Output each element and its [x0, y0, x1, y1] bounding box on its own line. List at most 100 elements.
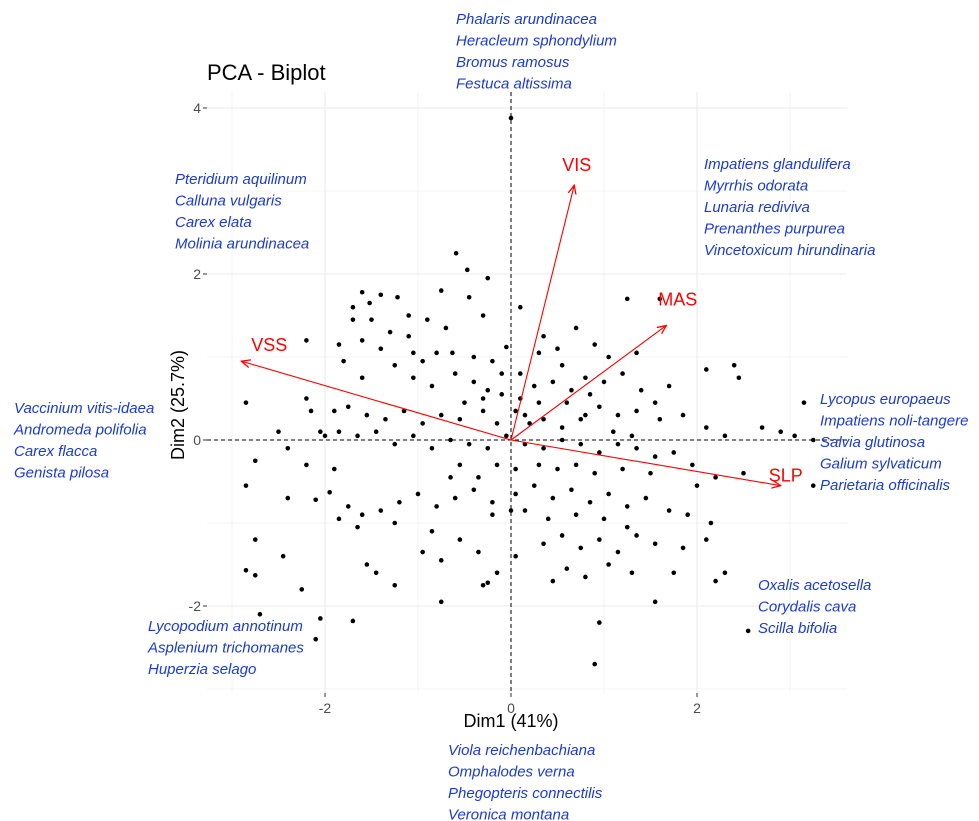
data-point: [634, 408, 639, 414]
species-group-upper-right: Impatiens glandulifera Myrrhis odorata Lun…: [704, 156, 875, 259]
data-point: [522, 412, 528, 418]
data-point: [652, 599, 658, 605]
data-point: [411, 350, 416, 356]
data-point: [299, 587, 305, 592]
data-point: [411, 433, 416, 439]
data-point: [508, 508, 514, 513]
data-point: [448, 437, 453, 443]
data-point: [657, 416, 663, 422]
variable-label-mas: MAS: [658, 289, 697, 309]
data-point: [536, 400, 542, 405]
data-point: [420, 358, 425, 364]
y-axis-label: Dim2 (25.7%): [168, 350, 188, 460]
data-point: [559, 363, 565, 368]
data-point: [652, 541, 658, 547]
data-point: [573, 325, 579, 331]
data-point: [443, 325, 449, 331]
species-label: Andromeda polifolia: [13, 422, 147, 439]
data-point: [476, 475, 481, 480]
data-point: [541, 416, 546, 422]
data-point: [252, 572, 258, 578]
species-label: Huperzia selago: [148, 661, 256, 678]
data-point: [536, 462, 542, 468]
data-point: [378, 346, 384, 352]
data-point: [578, 441, 584, 447]
species-group-lower-left: Lycopodium annotinum Asplenium trichomane…: [147, 618, 304, 678]
data-point: [624, 524, 630, 530]
data-point: [666, 383, 672, 389]
species-label: Corydalis cava: [758, 599, 856, 616]
species-label: Heracleum sphondylium: [456, 33, 617, 50]
species-label: Molinia arundinacea: [175, 236, 309, 253]
data-point: [648, 470, 653, 476]
data-point: [545, 516, 551, 522]
data-point: [513, 491, 518, 497]
data-point: [550, 578, 556, 584]
data-point: [578, 545, 584, 551]
x-tick-label: 0: [507, 700, 515, 716]
species-label: Vaccinium vitis-idaea: [14, 400, 154, 417]
data-point: [243, 400, 249, 405]
data-point: [322, 433, 328, 439]
variable-arrows: VSS VIS MAS SLP: [241, 155, 803, 485]
data-point: [541, 333, 546, 339]
data-point: [369, 317, 374, 322]
data-point: [332, 408, 337, 414]
data-point: [373, 570, 379, 576]
data-point: [480, 582, 486, 588]
data-point: [429, 529, 435, 534]
data-point: [345, 404, 351, 410]
data-point: [276, 429, 281, 435]
data-point: [336, 516, 342, 522]
data-point: [304, 462, 309, 468]
data-point: [671, 450, 677, 455]
data-point: [504, 433, 509, 439]
data-point: [620, 371, 625, 376]
species-group-right: Lycopus europaeus Impatiens noli-tangere S…: [820, 391, 968, 494]
data-point: [378, 292, 384, 298]
data-point: [615, 412, 621, 418]
data-point: [466, 294, 472, 300]
data-point: [471, 379, 477, 385]
arrow-vis: [510, 185, 574, 441]
data-point: [508, 115, 514, 121]
data-point: [350, 304, 356, 310]
data-point: [438, 288, 444, 293]
data-point: [680, 412, 686, 418]
data-point: [513, 408, 518, 414]
species-annotations: Phalaris arundinacea Heracleum sphondyliu…: [13, 11, 968, 821]
arrow-mas: [510, 325, 666, 441]
data-point: [597, 404, 602, 410]
data-point: [355, 433, 360, 439]
species-label: Parietaria officinalis: [820, 477, 951, 494]
data-point: [392, 441, 398, 447]
data-point: [397, 499, 402, 505]
data-point: [522, 508, 528, 513]
data-point: [592, 661, 597, 667]
data-point: [573, 462, 579, 468]
data-point: [485, 387, 491, 393]
data-point: [411, 375, 416, 381]
data-point: [578, 416, 584, 422]
data-point: [308, 408, 314, 414]
data-point: [359, 375, 365, 381]
data-point: [583, 412, 588, 418]
data-point: [569, 387, 574, 393]
data-point: [494, 462, 500, 468]
data-point: [332, 466, 337, 472]
data-point: [476, 549, 481, 555]
y-tick-label: -2: [189, 598, 202, 614]
data-point: [606, 491, 611, 497]
data-point: [592, 470, 597, 476]
species-label: Impatiens glandulifera: [704, 156, 851, 173]
data-point: [471, 354, 477, 360]
data-point: [615, 549, 621, 555]
data-point: [559, 425, 565, 430]
data-point: [704, 367, 709, 372]
data-point: [745, 628, 751, 634]
data-point: [555, 346, 560, 352]
data-point: [285, 446, 291, 451]
data-point: [355, 524, 360, 530]
x-axis-label: Dim1 (41%): [463, 711, 558, 731]
data-point: [425, 317, 430, 322]
